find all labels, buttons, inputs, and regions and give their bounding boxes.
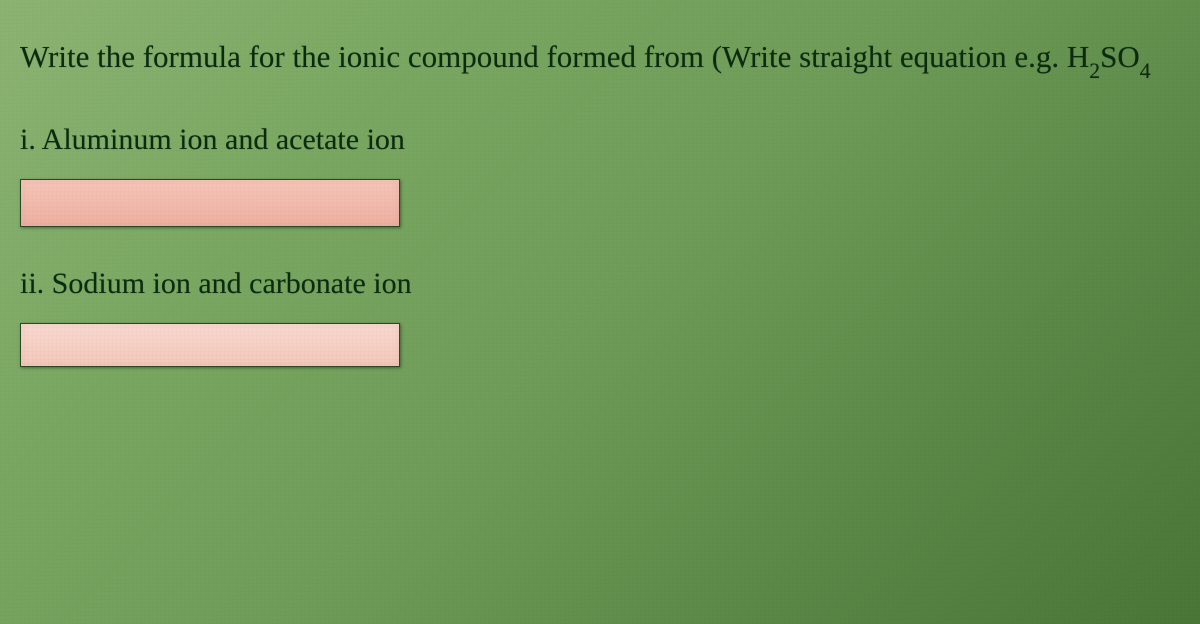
question-1-label: i. Aluminum ion and acetate ion (20, 123, 1180, 157)
subscript-2: 2 (1089, 59, 1100, 83)
prompt-text-mid: SO (1100, 39, 1140, 74)
question-prompt: Write the formula for the ionic compound… (20, 35, 1180, 83)
question-2-block: ii. Sodium ion and carbonate ion (20, 267, 1180, 367)
question-1-input[interactable] (20, 179, 400, 227)
prompt-text-prefix: Write the formula for the ionic compound… (20, 39, 1089, 74)
question-2-input[interactable] (20, 323, 400, 367)
question-2-label: ii. Sodium ion and carbonate ion (20, 267, 1180, 301)
subscript-4: 4 (1140, 59, 1151, 83)
question-1-block: i. Aluminum ion and acetate ion (20, 123, 1180, 227)
